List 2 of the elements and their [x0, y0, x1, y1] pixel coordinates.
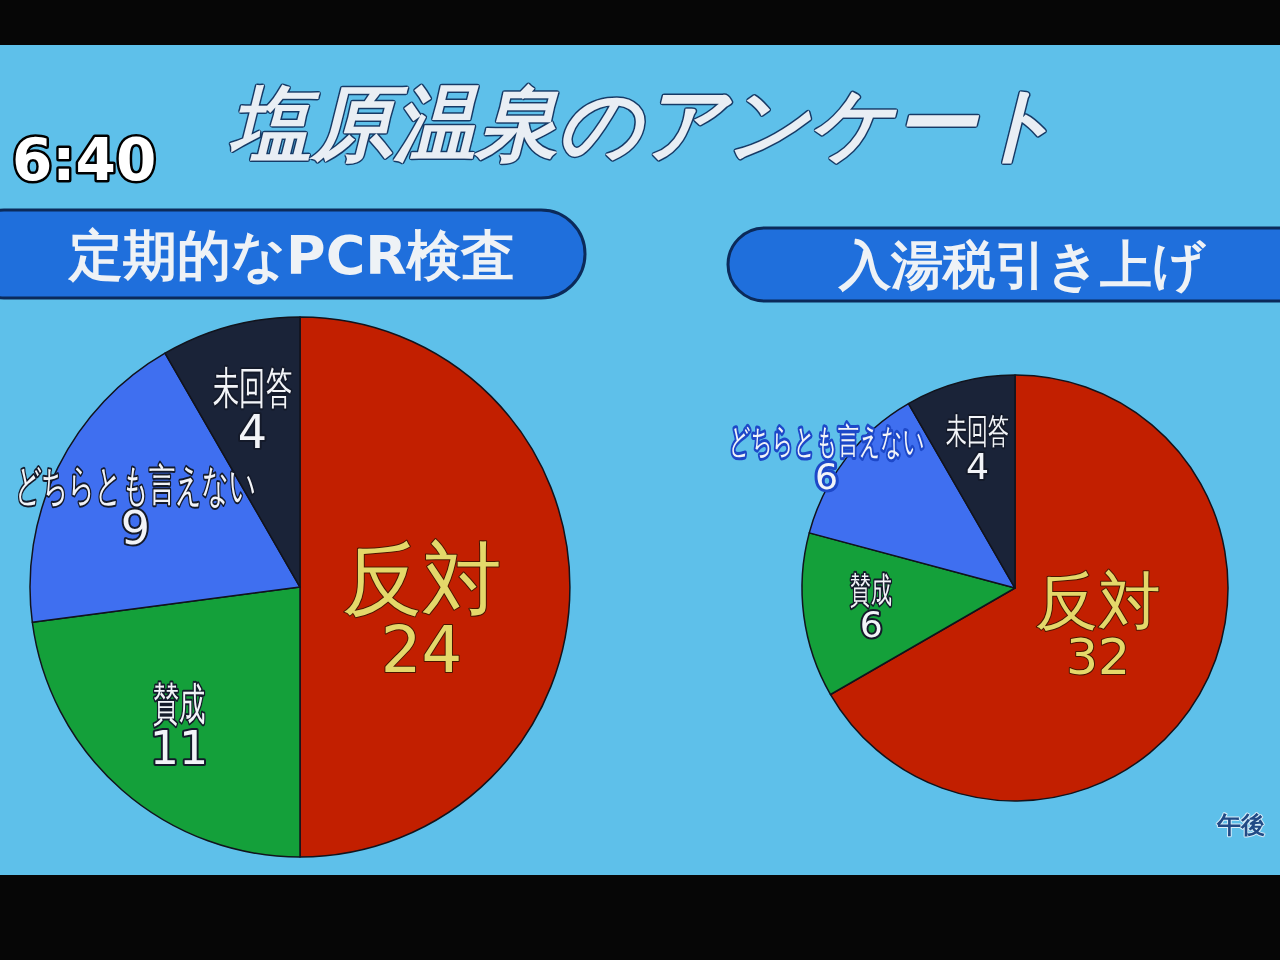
title: 定期的なPCR検査 [69, 224, 515, 287]
title: 入湯税引き上げ [839, 235, 1205, 295]
